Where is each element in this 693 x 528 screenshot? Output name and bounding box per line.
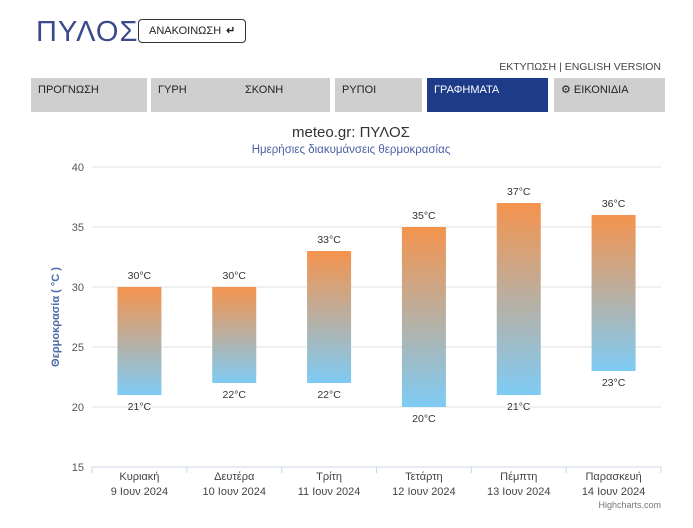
tab-label: ΕΙΚΟΝΙΔΙΑ xyxy=(573,84,629,96)
announcement-button[interactable]: ΑΝΑΚΟΙΝΩΣΗ ↵ xyxy=(138,19,247,43)
max-temp-label: 30°C xyxy=(223,270,247,282)
english-version-link[interactable]: ENGLISH VERSION xyxy=(564,61,661,73)
y-tick-label: 35 xyxy=(72,222,84,234)
x-tick-label-day: Δευτέρα xyxy=(214,471,255,483)
min-temp-label: 23°C xyxy=(602,377,626,389)
tab-label: ΡΥΠΟΙ xyxy=(342,84,377,96)
announcement-label: ΑΝΑΚΟΙΝΩΣΗ xyxy=(149,25,222,37)
x-tick-label-date: 9 Ιουν 2024 xyxy=(111,486,168,498)
max-temp-label: 35°C xyxy=(412,210,436,222)
y-tick-label: 20 xyxy=(72,402,84,414)
temperature-range-bar[interactable] xyxy=(117,287,162,395)
tab-pollutants[interactable]: ΡΥΠΟΙ xyxy=(335,78,422,112)
min-temp-label: 22°C xyxy=(223,389,247,401)
temperature-range-bar[interactable] xyxy=(496,203,541,395)
x-tick-label-day: Παρασκευή xyxy=(585,471,641,483)
return-arrow-icon: ↵ xyxy=(226,25,236,37)
print-link[interactable]: ΕΚΤΥΠΩΣΗ xyxy=(499,61,557,73)
tab-charts[interactable]: ΓΡΑΦΗΜΑΤΑ xyxy=(427,78,548,112)
chart-title: meteo.gr: ΠΥΛΟΣ xyxy=(292,124,410,141)
x-tick-label-date: 10 Ιουν 2024 xyxy=(202,486,266,498)
temperature-range-bar[interactable] xyxy=(591,215,636,371)
y-tick-label: 30 xyxy=(72,282,84,294)
max-temp-label: 36°C xyxy=(602,198,626,210)
min-temp-label: 20°C xyxy=(412,413,436,425)
tab-label: ΠΡΟΓΝΩΣΗ xyxy=(38,84,99,96)
x-tick-label-date: 13 Ιουν 2024 xyxy=(487,486,551,498)
tab-label: ΓΥΡΗ xyxy=(158,84,187,96)
y-tick-label: 15 xyxy=(72,462,84,474)
min-temp-label: 21°C xyxy=(507,401,531,413)
top-links: ΕΚΤΥΠΩΣΗ | ENGLISH VERSION xyxy=(499,61,661,73)
chart-credits[interactable]: Highcharts.com xyxy=(598,500,661,510)
tab-label: ΣΚΟΝΗ xyxy=(245,84,284,96)
min-temp-label: 21°C xyxy=(128,401,152,413)
y-axis-label: Θερμοκρασία ( °C ) xyxy=(50,267,62,367)
x-tick-label-day: Πέμπτη xyxy=(500,471,537,483)
x-tick-label-date: 12 Ιουν 2024 xyxy=(392,486,456,498)
y-tick-label: 40 xyxy=(72,162,84,174)
x-tick-label-day: Τρίτη xyxy=(316,471,342,483)
x-tick-label-day: Τετάρτη xyxy=(405,471,443,483)
x-tick-label-day: Κυριακή xyxy=(119,471,159,483)
max-temp-label: 37°C xyxy=(507,186,531,198)
temperature-range-bar[interactable] xyxy=(307,251,352,383)
min-temp-label: 22°C xyxy=(317,389,341,401)
max-temp-label: 30°C xyxy=(128,270,152,282)
tab-label: ΓΡΑΦΗΜΑΤΑ xyxy=(434,84,500,96)
x-tick-label-date: 11 Ιουν 2024 xyxy=(298,486,361,498)
page-title: ΠΥΛΟΣ xyxy=(36,16,139,48)
tab-forecast[interactable]: ΠΡΟΓΝΩΣΗ xyxy=(31,78,147,112)
x-tick-label-date: 14 Ιουν 2024 xyxy=(582,486,646,498)
tab-dust[interactable]: ΣΚΟΝΗ xyxy=(238,78,330,112)
max-temp-label: 33°C xyxy=(317,234,341,246)
y-tick-label: 25 xyxy=(72,342,84,354)
link-separator: | xyxy=(559,61,562,73)
tab-icons[interactable]: ⚙ ΕΙΚΟΝΙΔΙΑ xyxy=(554,78,665,112)
temperature-range-bar[interactable] xyxy=(212,287,257,383)
temperature-range-bar[interactable] xyxy=(401,227,446,407)
gear-icon: ⚙ xyxy=(561,84,571,96)
chart-subtitle: Ημερήσιες διακυμάνσεις θερμοκρασίας xyxy=(252,144,451,156)
